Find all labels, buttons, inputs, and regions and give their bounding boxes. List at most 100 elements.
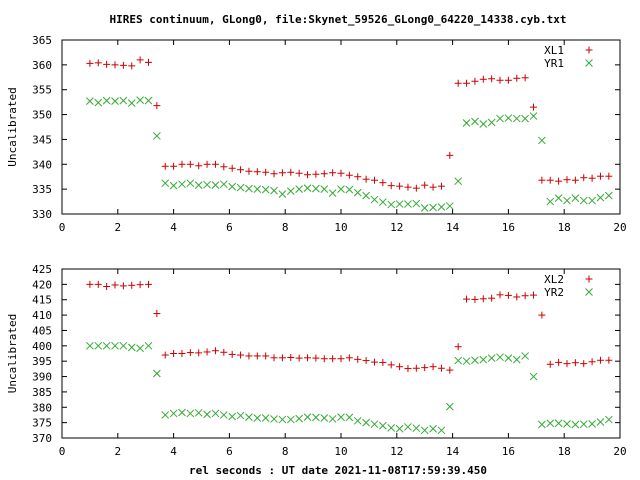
data-point-xl1 <box>571 176 579 184</box>
data-point-yr2 <box>345 413 354 422</box>
data-point-xl2 <box>245 352 253 360</box>
data-point-yr1-d2 <box>496 114 504 123</box>
data-point-xl2 <box>304 354 312 362</box>
data-point-yr2 <box>228 412 237 421</box>
data-point-yr1 <box>437 203 446 211</box>
top-series-yr1 <box>86 96 613 212</box>
data-point-yr2 <box>102 341 111 350</box>
data-point-yr1 <box>487 118 496 127</box>
data-point-xl2 <box>345 354 353 362</box>
data-point-xl1 <box>186 160 194 168</box>
data-point-yr2-d2 <box>153 369 161 378</box>
data-point-xl1 <box>329 169 337 177</box>
data-point-yr2 <box>286 415 295 424</box>
data-point-yr2-d2 <box>286 415 295 424</box>
data-point-yr2-d2 <box>312 413 320 422</box>
data-point-yr2 <box>219 411 228 419</box>
data-point-xl1 <box>370 176 378 184</box>
bottom-x-tick-label: 8 <box>282 445 289 458</box>
bottom-y-tick-label: 410 <box>32 309 52 322</box>
data-point-yr1 <box>579 196 588 205</box>
data-point-yr2-d2 <box>337 413 345 421</box>
data-point-xl1 <box>379 179 387 187</box>
data-point-yr1 <box>219 180 228 189</box>
bottom-x-tick-label: 2 <box>114 445 121 458</box>
data-point-xl2 <box>270 354 278 362</box>
data-point-yr1-d2 <box>471 117 479 126</box>
top-x-tick-label: 20 <box>613 221 626 234</box>
data-point-yr1 <box>286 187 295 195</box>
data-point-yr1 <box>529 112 538 120</box>
data-point-xl1 <box>128 62 136 70</box>
data-point-yr1-d2 <box>596 193 605 202</box>
data-point-yr2-d2 <box>546 419 555 428</box>
data-point-xl1 <box>144 58 152 66</box>
data-point-yr1 <box>228 182 237 191</box>
data-point-yr1-d2 <box>412 199 421 208</box>
data-point-yr2 <box>563 420 571 428</box>
data-point-yr2 <box>579 420 588 429</box>
top-y-tick-label: 330 <box>32 208 52 221</box>
data-point-yr2 <box>161 411 170 419</box>
data-point-yr1-d2 <box>479 120 488 128</box>
data-point-yr1 <box>387 200 396 209</box>
data-point-yr2-d2 <box>596 418 605 426</box>
data-point-yr2-d2 <box>295 414 304 423</box>
data-point-yr2 <box>387 424 396 432</box>
data-point-yr2-d2 <box>445 402 454 411</box>
bottom-series-yr2 <box>86 341 613 435</box>
data-point-yr2-d2 <box>186 409 195 418</box>
data-point-xl1 <box>580 174 588 182</box>
data-point-yr2 <box>127 343 136 352</box>
top-x-tick-label: 10 <box>334 221 347 234</box>
data-point-xl2 <box>521 292 529 300</box>
data-point-xl1 <box>161 162 169 170</box>
data-point-yr1-d2 <box>303 184 312 193</box>
data-point-yr1 <box>94 98 103 107</box>
data-point-yr1 <box>203 180 211 189</box>
data-point-yr2 <box>504 354 513 362</box>
data-point-yr1 <box>538 136 546 145</box>
bottom-x-tick-label: 18 <box>558 445 571 458</box>
data-point-xl2 <box>555 358 563 366</box>
data-point-xl2 <box>136 281 144 289</box>
data-point-xl2 <box>128 281 136 289</box>
data-point-xl2 <box>203 348 211 356</box>
data-point-yr2-d2 <box>136 344 144 353</box>
top-x-tick-label: 18 <box>558 221 571 234</box>
data-point-xl1 <box>203 160 211 168</box>
data-point-yr2 <box>521 352 529 360</box>
data-point-yr1 <box>445 202 454 210</box>
data-point-yr2-d2 <box>504 354 513 362</box>
data-point-yr2 <box>320 414 329 422</box>
data-point-yr1-d2 <box>563 196 571 205</box>
data-point-yr2-d2 <box>111 341 119 350</box>
data-point-xl1 <box>278 169 286 177</box>
data-point-xl1 <box>605 172 613 180</box>
data-point-yr1 <box>378 198 387 206</box>
data-point-yr2 <box>270 415 278 423</box>
data-point-yr2-d2 <box>245 413 253 421</box>
data-point-xl1 <box>538 176 546 184</box>
data-point-yr1 <box>362 191 370 200</box>
data-point-yr1-d2 <box>127 99 136 107</box>
data-point-yr1 <box>471 117 479 126</box>
data-point-xl2 <box>421 364 429 372</box>
data-point-yr1 <box>178 180 186 189</box>
data-point-yr2-d2 <box>178 408 186 417</box>
data-point-yr2-d2 <box>420 426 429 435</box>
data-point-yr1 <box>136 96 144 105</box>
top-y-tick-label: 365 <box>32 34 52 47</box>
data-point-yr1-d2 <box>211 181 220 190</box>
data-point-yr1 <box>370 195 379 204</box>
data-point-xl1 <box>404 183 412 191</box>
data-point-xl1 <box>479 75 487 83</box>
data-point-xl1 <box>86 59 94 67</box>
top-y-tick-label: 340 <box>32 158 52 171</box>
data-point-xl1 <box>513 74 521 82</box>
data-point-xl1 <box>454 79 462 87</box>
top-legend-marker-xl1 <box>585 46 593 54</box>
bottom-x-tick-label: 16 <box>502 445 515 458</box>
data-point-xl2 <box>354 355 362 363</box>
